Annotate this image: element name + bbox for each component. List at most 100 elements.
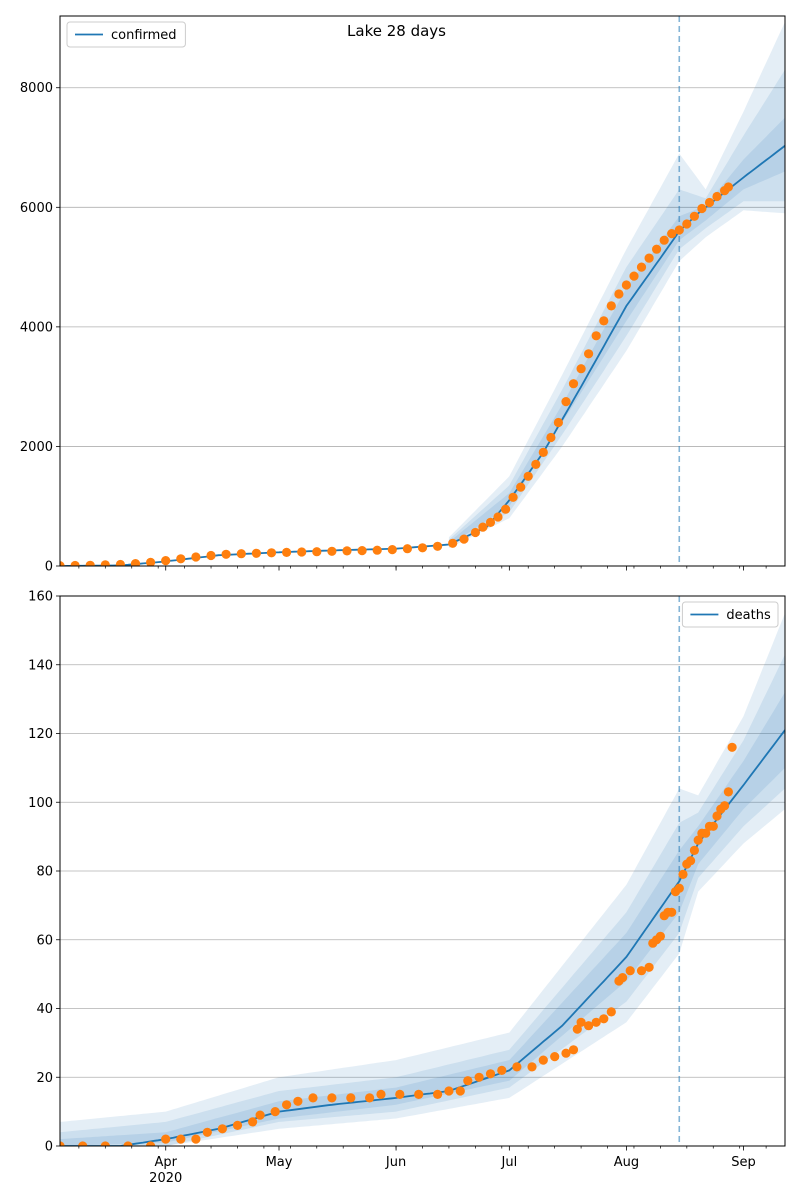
y-tick-label: 60: [36, 933, 53, 948]
observed-point: [493, 512, 503, 522]
observed-point: [161, 556, 171, 566]
confidence-band: [448, 22, 785, 549]
observed-point: [636, 966, 647, 976]
observed-point: [667, 907, 677, 917]
x-tick-label: Jul: [501, 1155, 518, 1170]
x-tick-label: Sep: [731, 1155, 756, 1170]
y-tick-label: 6000: [20, 201, 53, 216]
plot-area: [60, 16, 785, 566]
observed-point: [599, 1014, 609, 1024]
observed-point: [591, 331, 601, 341]
observed-point: [625, 966, 635, 976]
observed-point: [561, 397, 571, 407]
observed-point: [621, 280, 632, 290]
observed-point: [342, 546, 352, 556]
observed-point: [293, 1096, 303, 1106]
observed-point: [266, 548, 277, 558]
observed-point: [115, 559, 125, 566]
observed-point: [327, 546, 337, 556]
observed-point: [550, 1052, 560, 1062]
observed-point: [674, 225, 684, 235]
observed-point: [308, 1093, 318, 1103]
observed-point: [60, 1141, 65, 1146]
observed-point: [652, 244, 662, 254]
y-tick-label: 100: [28, 796, 53, 811]
observed-point: [100, 560, 110, 566]
observed-point: [531, 459, 541, 469]
observed-point: [191, 552, 201, 562]
observed-point: [376, 1089, 386, 1099]
confirmed-chart: 0 2000 4000 6000 8000 Lake 28 days confirmed: [20, 15, 786, 575]
observed-point: [508, 492, 518, 502]
observed-point: [516, 482, 526, 492]
observed-point: [659, 235, 669, 245]
observed-point: [176, 1134, 186, 1144]
observed-point: [485, 1069, 496, 1079]
observed-point: [365, 1093, 375, 1103]
observed-point: [130, 559, 141, 566]
confidence-band: [448, 69, 785, 547]
observed-point: [584, 349, 594, 359]
observed-point: [60, 561, 65, 566]
observed-point: [123, 1141, 133, 1146]
legend-box: [66, 21, 186, 48]
observed-point: [655, 931, 666, 941]
observed-point: [485, 517, 496, 528]
observed-point: [697, 203, 707, 214]
observed-point: [161, 1134, 171, 1144]
observed-point: [221, 549, 231, 559]
observed-point: [444, 1086, 454, 1096]
observed-point: [78, 1141, 88, 1146]
observed-point: [270, 1107, 280, 1117]
observed-point: [667, 229, 677, 239]
chart-title: Lake 28 days: [347, 22, 446, 40]
observed-point: [387, 545, 397, 555]
observed-point: [591, 1017, 601, 1027]
observed-point: [251, 548, 261, 558]
observed-point: [478, 522, 488, 532]
observed-point: [644, 962, 654, 972]
observed-point: [727, 742, 737, 752]
observed-point: [686, 856, 696, 866]
observed-point: [248, 1117, 258, 1127]
observed-point: [70, 560, 80, 566]
observed-point: [606, 301, 616, 311]
observed-point: [629, 271, 639, 281]
observed-point: [674, 883, 684, 893]
confidence-band: [448, 117, 785, 546]
observed-point: [176, 554, 186, 564]
observed-point: [433, 1089, 443, 1099]
observed-point: [414, 1089, 424, 1099]
observed-point: [470, 527, 480, 538]
observed-point: [527, 1062, 537, 1072]
y-tick-label: 2000: [20, 440, 53, 455]
observed-point: [678, 869, 688, 880]
x-tick-label: Aug: [614, 1155, 639, 1170]
observed-point: [538, 1055, 548, 1065]
observed-point: [455, 1086, 465, 1096]
observed-point: [512, 1062, 522, 1072]
x-tick-sublabel: 2020: [149, 1171, 182, 1186]
y-tick-label: 140: [28, 658, 53, 673]
observed-point: [357, 546, 367, 556]
observed-point: [636, 262, 647, 272]
observed-point: [538, 447, 548, 457]
observed-point: [701, 828, 711, 838]
legend: confirmed: [66, 21, 186, 48]
observed-point: [561, 1048, 571, 1058]
observed-point: [704, 197, 715, 208]
x-tick-label: Apr: [154, 1155, 177, 1170]
observed-point: [236, 549, 246, 559]
observed-point: [576, 364, 586, 374]
observed-point: [576, 1017, 586, 1027]
observed-point: [282, 1100, 292, 1110]
y-tick-label: 8000: [20, 81, 53, 96]
observed-point: [693, 835, 703, 845]
observed-point: [689, 211, 700, 221]
observed-point: [312, 547, 322, 557]
observed-point: [568, 379, 579, 389]
legend-label: confirmed: [111, 28, 177, 43]
observed-point: [501, 504, 511, 514]
observed-point: [463, 1076, 473, 1086]
